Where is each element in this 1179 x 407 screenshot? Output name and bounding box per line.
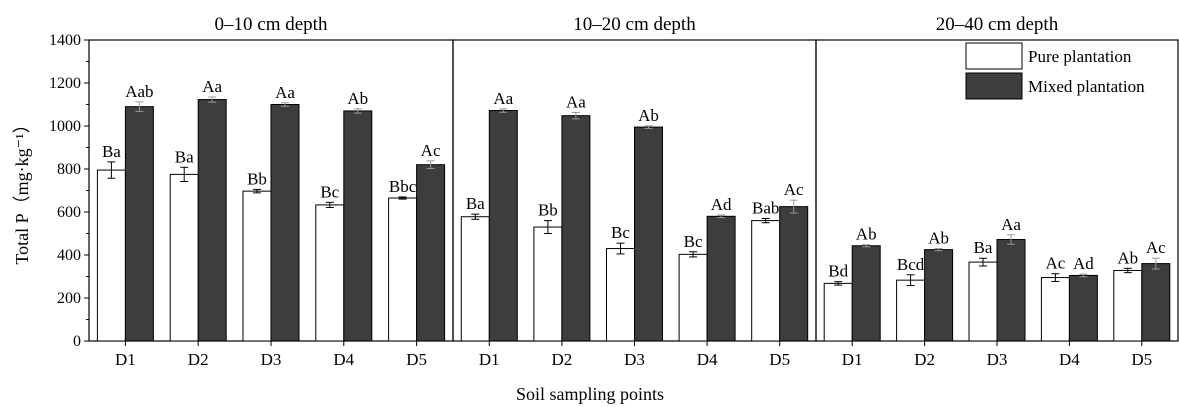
x-tick-label: D3: [987, 350, 1008, 369]
y-tick-label: 800: [57, 161, 81, 178]
significance-label: Bb: [247, 169, 267, 188]
bar: [315, 204, 345, 342]
significance-label: Ac: [784, 180, 804, 199]
panel-title: 0–10 cm depth: [215, 14, 328, 35]
bar: [851, 245, 881, 342]
significance-label: Ab: [856, 225, 877, 244]
bar: [823, 282, 853, 342]
significance-label: Ab: [638, 106, 659, 125]
bar: [388, 197, 418, 342]
bar: [896, 279, 926, 342]
bar: [924, 249, 954, 342]
bar: [242, 190, 272, 342]
bar: [124, 106, 154, 342]
x-tick-label: D4: [697, 350, 718, 369]
x-tick-label: D3: [261, 350, 282, 369]
significance-label: Aa: [1001, 215, 1021, 234]
significance-label: Ab: [928, 229, 949, 248]
bar: [488, 110, 518, 342]
x-tick-label: D1: [479, 350, 500, 369]
bar: [968, 261, 998, 342]
bar: [416, 164, 446, 342]
panel-1: 0–10 cm depth D1 Ba Aab D2 Ba Aa D3 Bb Aa D4 Bc Ab D5…: [88, 14, 454, 369]
chart-panels: 0–10 cm depth D1 Ba Aab D2 Ba Aa D3 Bb Aa D4 Bc Ab D5…: [88, 14, 1179, 369]
bar: [96, 169, 126, 342]
bar: [606, 248, 635, 342]
legend: Pure plantation Mixed plantation: [963, 42, 1175, 102]
x-tick-label: D2: [552, 350, 573, 369]
significance-label: Bd: [828, 262, 848, 281]
panel-title: 20–40 cm depth: [936, 14, 1059, 35]
x-tick-label: D1: [115, 350, 136, 369]
y-tick-label: 1200: [49, 75, 81, 92]
significance-label: Aab: [125, 82, 153, 101]
significance-label: Ba: [466, 194, 485, 213]
x-tick-label: D4: [333, 350, 354, 369]
bar: [533, 226, 563, 342]
significance-label: Bbc: [389, 177, 417, 196]
y-tick-label: 600: [57, 204, 81, 221]
significance-label: Bcd: [897, 255, 925, 274]
y-tick-label: 400: [57, 247, 81, 264]
bar: [197, 99, 227, 342]
bar: [779, 206, 809, 342]
y-tick-label: 1400: [49, 32, 81, 49]
significance-label: Ba: [175, 147, 194, 166]
bar: [634, 126, 663, 342]
panel-title: 10–20 cm depth: [573, 14, 696, 35]
bar: [751, 220, 781, 342]
legend-swatch: [965, 72, 1023, 100]
bar: [561, 115, 591, 342]
significance-label: Ba: [974, 238, 993, 257]
significance-label: Aa: [202, 77, 222, 96]
significance-label: Ab: [1117, 248, 1138, 267]
significance-label: Bb: [538, 201, 558, 220]
x-tick-label: D2: [188, 350, 209, 369]
x-tick-label: D4: [1059, 350, 1080, 369]
x-tick-label: D3: [624, 350, 645, 369]
significance-label: Ad: [711, 195, 732, 214]
significance-label: Ab: [347, 89, 368, 108]
legend-label: Pure plantation: [1028, 47, 1132, 66]
bar: [706, 215, 736, 342]
significance-label: Ad: [1073, 254, 1094, 273]
bar: [1141, 263, 1171, 342]
y-tick-label: 1000: [49, 118, 81, 135]
panel-2: 10–20 cm depth D1 Ba Aa D2 Bb Aa D3 Bc Ab D4 Bc Ad D5…: [452, 14, 817, 369]
significance-label: Aa: [493, 89, 513, 108]
legend-label: Mixed plantation: [1028, 77, 1145, 96]
bar: [270, 104, 300, 342]
significance-label: Ac: [421, 141, 441, 160]
significance-label: Ac: [1146, 238, 1166, 257]
y-axis: 0 200 400 600 800 1000 1200 1400: [49, 32, 89, 350]
bar: [343, 110, 373, 342]
bar: [169, 173, 199, 342]
significance-label: Bab: [752, 198, 779, 217]
x-tick-label: D5: [769, 350, 790, 369]
significance-label: Ba: [102, 142, 121, 161]
x-axis-title: Soil sampling points: [516, 384, 664, 404]
legend-swatch: [965, 42, 1023, 70]
y-tick-label: 200: [57, 290, 81, 307]
significance-label: Ac: [1045, 254, 1065, 273]
bar: [1040, 277, 1070, 342]
bar: [1068, 274, 1098, 342]
bar: [1113, 269, 1143, 342]
x-tick-label: D5: [1131, 350, 1152, 369]
bar: [996, 239, 1026, 342]
significance-label: Aa: [566, 92, 586, 111]
significance-label: Bc: [320, 182, 339, 201]
bar: [460, 216, 490, 342]
x-tick-label: D2: [914, 350, 935, 369]
x-tick-label: D1: [842, 350, 863, 369]
significance-label: Aa: [275, 83, 295, 102]
bar: [678, 253, 708, 342]
significance-label: Bc: [611, 223, 630, 242]
y-tick-label: 0: [73, 333, 81, 350]
y-axis-title: Total P（mg·kg⁻¹）: [12, 115, 32, 264]
x-tick-label: D5: [406, 350, 427, 369]
significance-label: Bc: [684, 232, 703, 251]
